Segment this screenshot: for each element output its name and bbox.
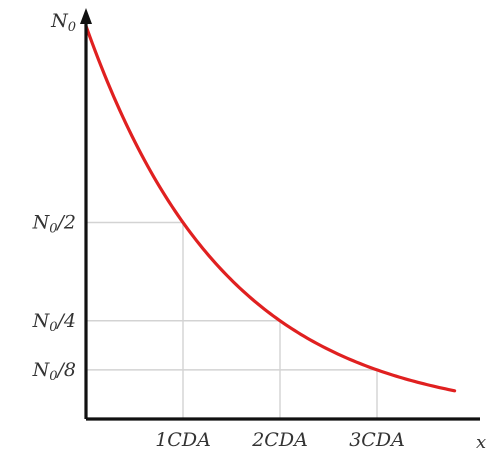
x-tick-label: 3CDA <box>349 429 405 451</box>
series-line-decay-curve <box>84 24 457 393</box>
x-tick-label: 2CDA <box>251 429 308 451</box>
y-tick-labels: N0 N0/2 N0/4 N0/8 <box>32 10 76 384</box>
y-tick-label: N0/4 <box>32 310 76 335</box>
x-tick-labels: 1CDA 2CDA 3CDA <box>155 429 405 451</box>
axes <box>80 8 480 421</box>
guide-lines <box>86 221 378 419</box>
y-tick-label: N0/8 <box>32 359 76 384</box>
x-axis-label: x <box>476 432 486 453</box>
y-axis-arrow <box>80 8 92 24</box>
y-tick-label: N0/2 <box>32 212 76 237</box>
x-tick-label: 1CDA <box>155 429 211 451</box>
y-tick-label: N0 <box>50 10 76 35</box>
